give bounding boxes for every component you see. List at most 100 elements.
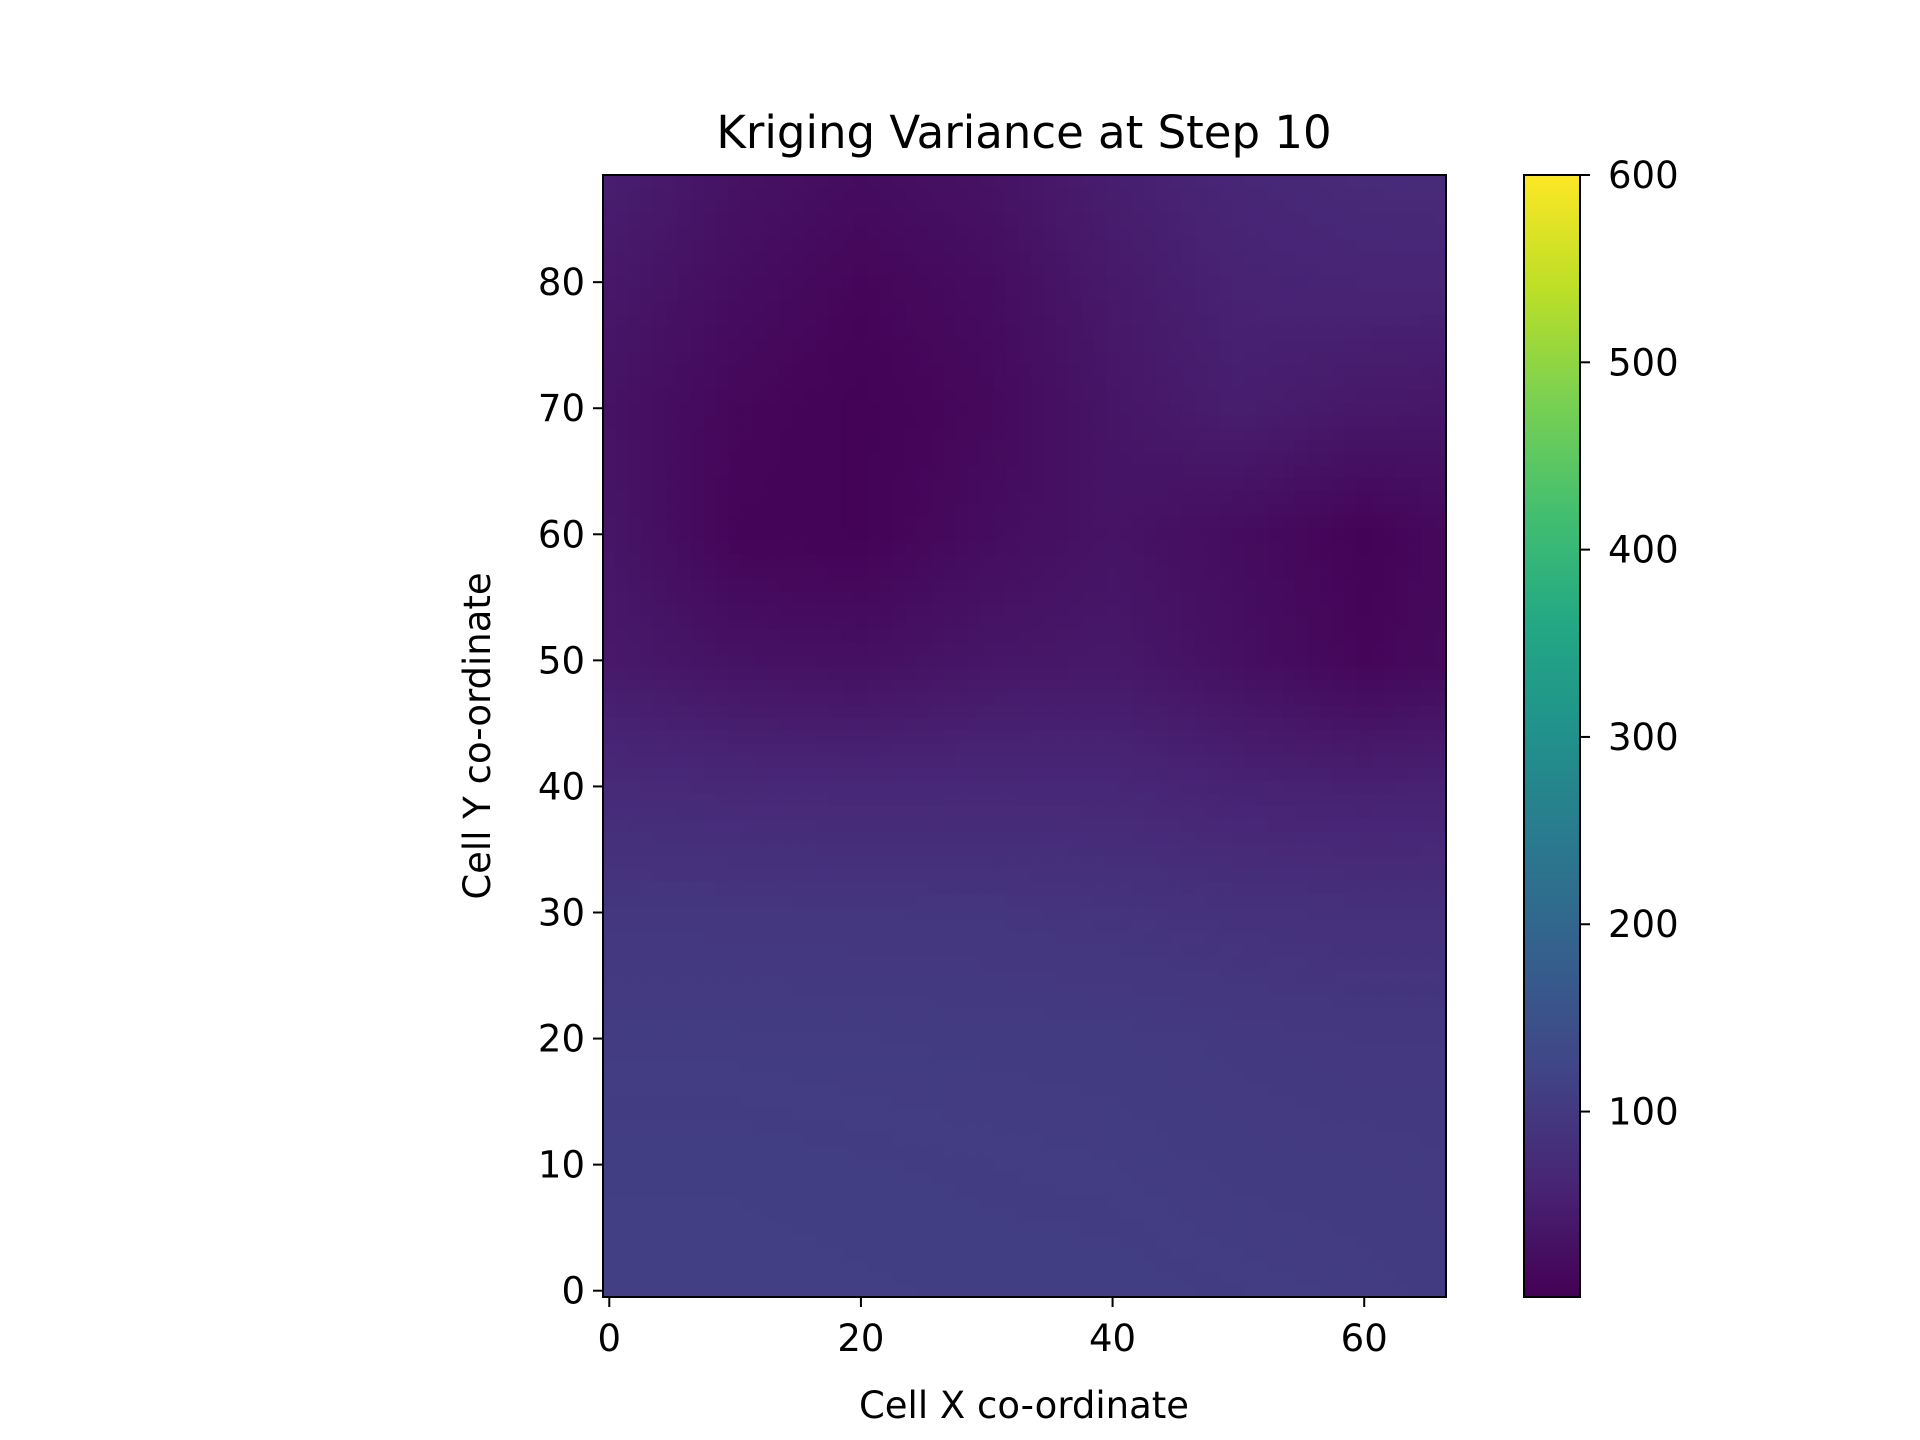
- heatmap-cell: [1332, 981, 1346, 996]
- heatmap-cell: [1282, 565, 1296, 580]
- heatmap-cell: [615, 880, 629, 895]
- heatmap-cell: [1131, 742, 1145, 756]
- heatmap-cell: [1030, 1233, 1044, 1248]
- heatmap-cell: [628, 376, 642, 390]
- heatmap-cell: [1018, 351, 1032, 365]
- heatmap-cell: [967, 628, 982, 643]
- heatmap-cell: [653, 1082, 667, 1096]
- heatmap-cell: [942, 376, 956, 390]
- heatmap-cell: [1081, 1221, 1095, 1235]
- heatmap-cell: [1194, 1259, 1208, 1273]
- heatmap-cell: [1420, 364, 1435, 378]
- heatmap-cell: [640, 1196, 654, 1210]
- heatmap-cell: [955, 376, 969, 390]
- heatmap-cell: [842, 830, 856, 844]
- heatmap-cell: [1030, 855, 1044, 869]
- heatmap-cell: [942, 527, 956, 542]
- heatmap-cell: [628, 1208, 642, 1222]
- heatmap-cell: [741, 843, 755, 857]
- heatmap-cell: [653, 1284, 667, 1297]
- heatmap-cell: [1433, 540, 1446, 554]
- heatmap-cell: [1106, 1145, 1120, 1159]
- heatmap-cell: [753, 780, 768, 794]
- heatmap-cell: [1357, 843, 1372, 857]
- heatmap-cell: [1357, 1158, 1372, 1172]
- heatmap-cell: [879, 1221, 893, 1235]
- heatmap-cell: [728, 805, 742, 819]
- heatmap-cell: [1244, 1208, 1258, 1222]
- heatmap-cell: [993, 565, 1007, 580]
- heatmap-cell: [603, 464, 617, 479]
- heatmap-cell: [1169, 1233, 1183, 1248]
- heatmap-cell: [804, 1183, 818, 1197]
- heatmap-cell: [804, 553, 818, 567]
- heatmap-cell: [741, 351, 755, 365]
- heatmap-cell: [993, 767, 1007, 781]
- heatmap-cell: [993, 981, 1007, 996]
- heatmap-cell: [779, 464, 793, 479]
- heatmap-cell: [904, 414, 919, 428]
- heatmap-cell: [1169, 956, 1183, 970]
- heatmap-cell: [1106, 540, 1120, 554]
- heatmap-cell: [665, 805, 680, 819]
- heatmap-cell: [691, 717, 705, 731]
- heatmap-cell: [791, 666, 805, 680]
- heatmap-cell: [1295, 616, 1309, 630]
- heatmap-cell: [1144, 1070, 1158, 1084]
- heatmap-cell: [980, 490, 994, 504]
- heatmap-cell: [1420, 918, 1435, 933]
- heatmap-cell: [1181, 628, 1195, 643]
- heatmap-cell: [930, 906, 944, 920]
- heatmap-cell: [1106, 578, 1120, 592]
- heatmap-cell: [753, 767, 768, 781]
- heatmap-cell: [1433, 666, 1446, 680]
- heatmap-cell: [1055, 502, 1070, 516]
- heatmap-cell: [1383, 1271, 1397, 1285]
- heatmap-cell: [691, 679, 705, 693]
- heatmap-cell: [678, 944, 692, 958]
- heatmap-cell: [603, 1107, 617, 1122]
- heatmap-cell: [1232, 931, 1246, 945]
- heatmap-cell: [1383, 994, 1397, 1008]
- heatmap-cell: [1156, 502, 1170, 516]
- heatmap-cell: [1055, 817, 1070, 832]
- heatmap-cell: [1420, 616, 1435, 630]
- heatmap-cell: [804, 906, 818, 920]
- heatmap-cell: [1433, 880, 1446, 895]
- heatmap-cell: [1043, 969, 1057, 983]
- heatmap-cell: [1219, 729, 1233, 743]
- heatmap-cell: [967, 855, 982, 869]
- heatmap-cell: [779, 906, 793, 920]
- heatmap-cell: [854, 843, 868, 857]
- heatmap-cell: [942, 439, 956, 453]
- heatmap-cell: [1206, 956, 1221, 970]
- heatmap-cell: [1169, 843, 1183, 857]
- heatmap-cell: [640, 616, 654, 630]
- heatmap-cell: [904, 1208, 919, 1222]
- heatmap-cell: [691, 1170, 705, 1185]
- heatmap-cell: [766, 1133, 780, 1147]
- heatmap-cell: [892, 931, 906, 945]
- heatmap-cell: [741, 717, 755, 731]
- heatmap-cell: [1332, 515, 1346, 529]
- heatmap-cell: [1118, 641, 1133, 655]
- heatmap-cell: [1030, 906, 1044, 920]
- heatmap-cell: [678, 1057, 692, 1071]
- heatmap-cell: [1320, 1271, 1334, 1285]
- heatmap-cell: [1257, 1196, 1271, 1210]
- heatmap-cell: [930, 666, 944, 680]
- heatmap-cell: [1081, 931, 1095, 945]
- heatmap-cell: [904, 855, 919, 869]
- heatmap-cell: [1320, 591, 1334, 605]
- heatmap-cell: [1232, 981, 1246, 996]
- heatmap-cell: [741, 603, 755, 617]
- heatmap-cell: [879, 1196, 893, 1210]
- heatmap-cell: [892, 540, 906, 554]
- heatmap-cell: [1018, 439, 1032, 453]
- heatmap-cell: [1131, 414, 1145, 428]
- heatmap-cell: [1005, 641, 1019, 655]
- heatmap-cell: [640, 515, 654, 529]
- heatmap-cell: [1307, 1095, 1321, 1109]
- heatmap-cell: [779, 1145, 793, 1159]
- heatmap-cell: [665, 956, 680, 970]
